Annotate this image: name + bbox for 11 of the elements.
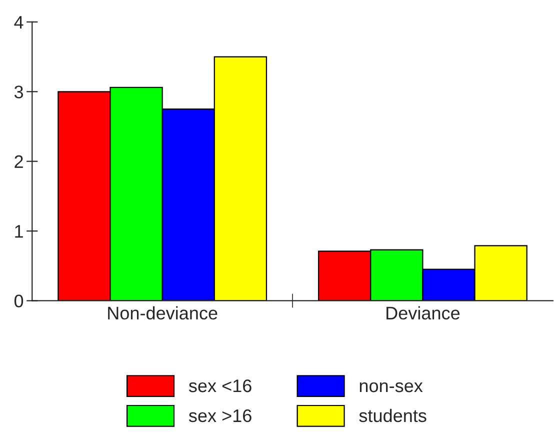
legend-label: non-sex: [360, 382, 423, 392]
y-tick-label: 2: [14, 155, 23, 168]
legend-label: sex >16: [188, 409, 252, 422]
legend-label: students: [359, 408, 426, 422]
x-tick-label: Deviance: [386, 306, 460, 320]
x-tick-label: Non-deviance: [108, 306, 218, 320]
y-tick-label: 3: [14, 86, 24, 98]
y-tick-label: 4: [14, 16, 24, 28]
y-tick-label: 1: [15, 225, 23, 238]
legend-label: sex <16: [188, 379, 252, 392]
y-tick-label: 0: [14, 294, 24, 308]
